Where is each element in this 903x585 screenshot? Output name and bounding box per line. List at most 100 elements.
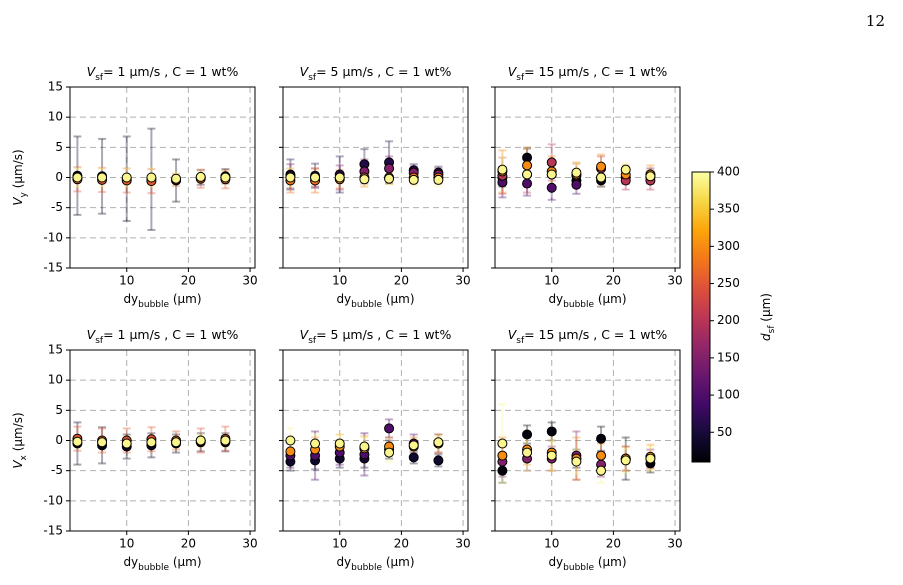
x-tick-label: 30	[667, 537, 682, 551]
point	[596, 161, 607, 172]
colorbar	[691, 171, 711, 463]
x-tick-label: 10	[544, 274, 559, 288]
x-axis-label-part: bubble	[351, 300, 382, 310]
colorbar-tick-label: 250	[717, 276, 740, 290]
point	[359, 441, 370, 452]
plot-frame	[282, 86, 469, 269]
chart-title: Vsf= 15 μm/s , C = 1 wt%	[508, 64, 668, 83]
y-tick-label: 10	[48, 373, 63, 387]
x-tick-label: 20	[181, 537, 196, 551]
y-tick-label: -5	[51, 463, 63, 477]
point	[522, 169, 533, 180]
point	[146, 437, 157, 448]
y-axis-label-part: y	[19, 191, 29, 197]
colorbar-tick-label: 300	[717, 239, 740, 253]
x-axis-label-part: bubble	[138, 563, 169, 573]
x-tick-label: 20	[606, 274, 621, 288]
point	[497, 450, 508, 461]
point	[220, 435, 231, 446]
x-tick-label: 30	[242, 537, 257, 551]
chart-title-part: V	[508, 327, 518, 342]
plot-frame	[494, 349, 681, 532]
point	[433, 174, 444, 185]
point	[522, 178, 533, 189]
point	[546, 157, 557, 168]
colorbar-tick-label: 50	[717, 425, 732, 439]
y-tick-label: 5	[55, 403, 63, 417]
point	[522, 429, 533, 440]
x-axis-label-part: bubble	[138, 300, 169, 310]
point	[408, 440, 419, 451]
point	[408, 452, 419, 463]
y-tick-label: 10	[48, 110, 63, 124]
point	[384, 423, 395, 434]
chart-title: Vsf= 5 μm/s , C = 1 wt%	[300, 64, 452, 83]
point	[546, 182, 557, 193]
x-axis-label-part: dy	[548, 292, 563, 306]
x-axis-label-part: (μm)	[169, 292, 202, 306]
colorbar-tick-label: 150	[717, 350, 740, 364]
y-axis-label-part: V	[11, 197, 25, 206]
x-axis-label: dybubble (μm)	[123, 292, 201, 310]
page-number: 12	[866, 12, 885, 30]
x-tick-label: 20	[181, 274, 196, 288]
x-axis-label-part: dy	[123, 292, 138, 306]
x-axis-label-part: (μm)	[594, 292, 627, 306]
point	[334, 172, 345, 183]
chart-title-part: V	[300, 327, 310, 342]
y-tick-label: -5	[51, 200, 63, 214]
chart-title-part: = 15 μm/s , C = 1 wt%	[524, 64, 667, 79]
chart-title-part: sf	[516, 73, 525, 83]
x-axis-label-part: (μm)	[169, 555, 202, 569]
colorbar-label-part: sf	[767, 325, 777, 334]
point	[97, 437, 108, 448]
x-tick-label: 10	[332, 537, 347, 551]
point	[285, 446, 296, 457]
chart-title-part: = 1 μm/s , C = 1 wt%	[103, 64, 238, 79]
point	[384, 173, 395, 184]
point	[408, 174, 419, 185]
point	[546, 426, 557, 437]
point	[433, 455, 444, 466]
x-axis-label-part: bubble	[563, 563, 594, 573]
x-axis-label-part: dy	[336, 292, 351, 306]
x-tick-label: 30	[455, 537, 470, 551]
y-axis-label-part: (μm/s)	[11, 412, 25, 455]
x-axis-label: dybubble (μm)	[336, 555, 414, 573]
x-axis-label-part: dy	[548, 555, 563, 569]
point	[645, 171, 656, 182]
point	[571, 179, 582, 190]
point	[121, 172, 132, 183]
chart-title-part: = 5 μm/s , C = 1 wt%	[316, 64, 451, 79]
chart-title-part: sf	[308, 336, 317, 346]
colorbar-tick-label: 400	[717, 165, 740, 179]
chart-title-part: sf	[95, 73, 104, 83]
y-axis-label-part: x	[19, 454, 29, 460]
chart-title-part: = 5 μm/s , C = 1 wt%	[316, 327, 451, 342]
point	[310, 438, 321, 449]
point	[171, 437, 182, 448]
x-axis-label-part: (μm)	[594, 555, 627, 569]
x-tick-label: 20	[606, 537, 621, 551]
x-axis-label-part: dy	[336, 555, 351, 569]
point	[596, 465, 607, 476]
x-tick-label: 10	[119, 537, 134, 551]
x-tick-label: 20	[394, 537, 409, 551]
point	[72, 172, 83, 183]
x-axis-label: dybubble (μm)	[548, 292, 626, 310]
colorbar-label-part: (μm)	[759, 293, 773, 326]
point	[497, 438, 508, 449]
x-axis-label-part: bubble	[563, 300, 594, 310]
y-axis-label-part: V	[11, 460, 25, 469]
point	[384, 163, 395, 174]
x-tick-label: 10	[544, 537, 559, 551]
point	[97, 172, 108, 183]
colorbar-label-part: d	[759, 333, 773, 341]
x-axis-label: dybubble (μm)	[336, 292, 414, 310]
chart-title: Vsf= 1 μm/s , C = 1 wt%	[87, 64, 239, 83]
chart-title-part: V	[300, 64, 310, 79]
x-tick-label: 20	[394, 274, 409, 288]
y-axis-label-part: (μm/s)	[11, 149, 25, 192]
point	[522, 447, 533, 458]
